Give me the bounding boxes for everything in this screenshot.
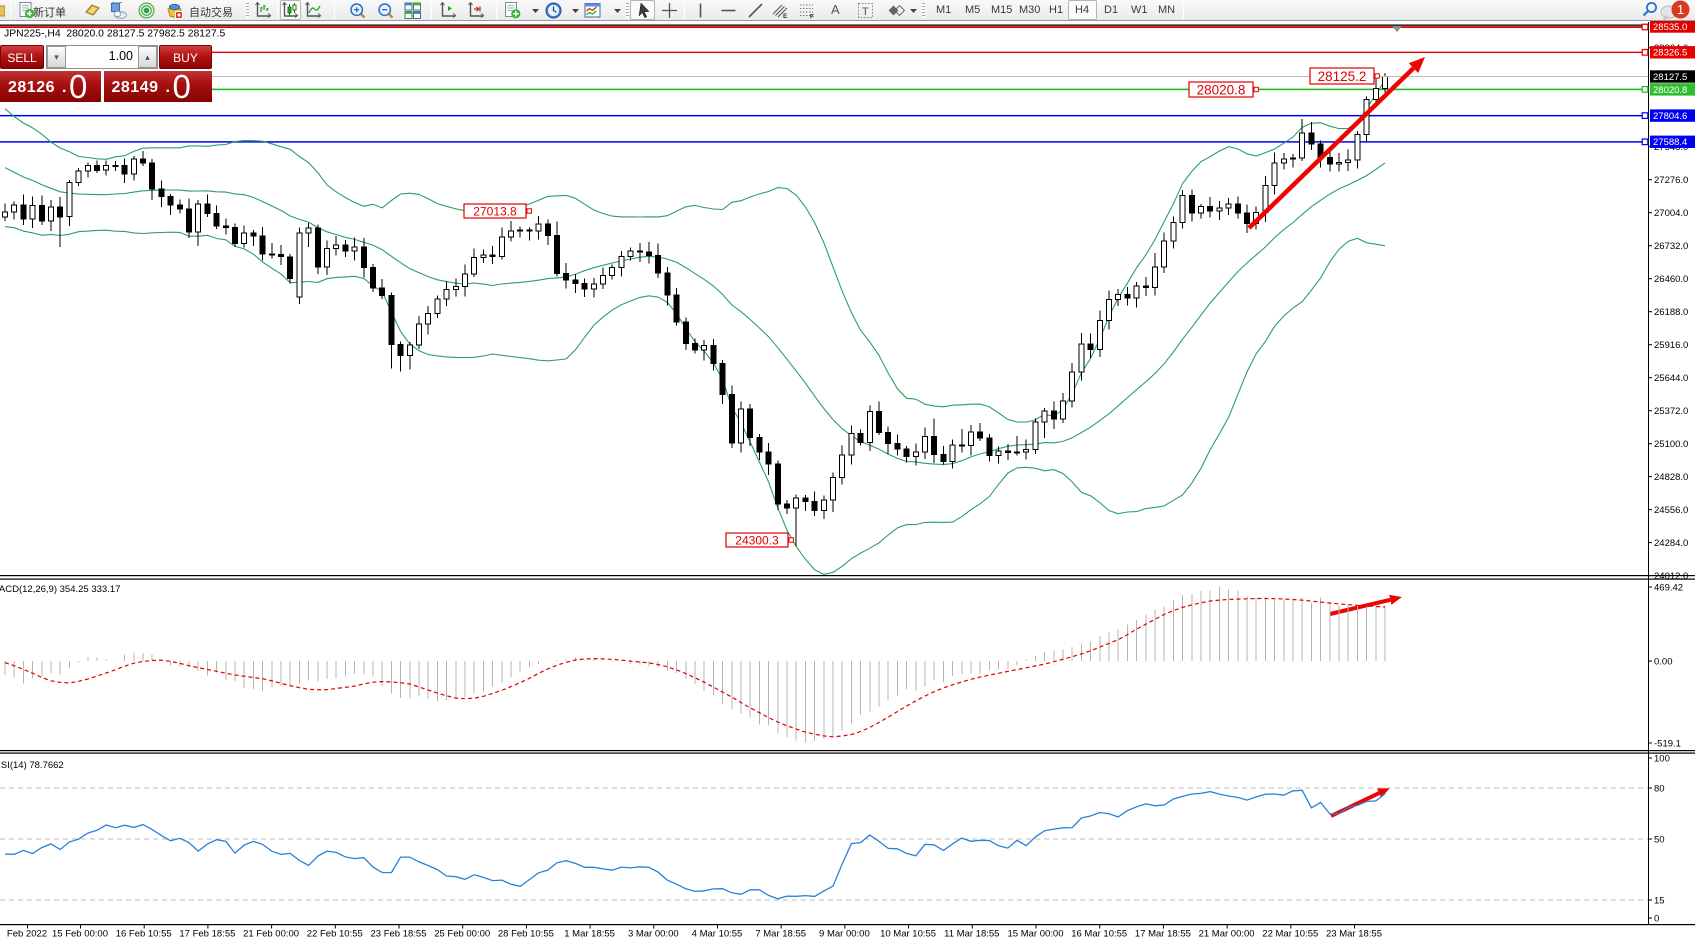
svg-text:23 Mar 18:55: 23 Mar 18:55 [1326,929,1382,940]
svg-text:26732.0: 26732.0 [1654,241,1688,252]
svg-text:23 Feb 18:55: 23 Feb 18:55 [371,929,427,940]
svg-text:25372.0: 25372.0 [1654,406,1688,417]
svg-text:28020.8: 28020.8 [1197,82,1246,97]
svg-text:Feb 2022: Feb 2022 [7,929,47,940]
svg-text:25100.0: 25100.0 [1654,439,1688,450]
svg-text:16 Mar 10:55: 16 Mar 10:55 [1071,929,1127,940]
svg-text:25916.0: 25916.0 [1654,340,1688,351]
svg-text:28125.2: 28125.2 [1318,69,1367,84]
svg-text:-519.1: -519.1 [1654,738,1681,749]
svg-text:27013.8: 27013.8 [473,204,517,218]
svg-text:24828.0: 24828.0 [1654,472,1688,483]
svg-text:15 Mar 00:00: 15 Mar 00:00 [1008,929,1064,940]
svg-text:469.42: 469.42 [1654,582,1683,593]
svg-text:24556.0: 24556.0 [1654,505,1688,516]
svg-text:17 Feb 18:55: 17 Feb 18:55 [179,929,235,940]
svg-text:F: F [810,14,814,20]
svg-text:21 Mar 00:00: 21 Mar 00:00 [1199,929,1255,940]
svg-text:28535.0: 28535.0 [1653,22,1687,33]
svg-text:27276.0: 27276.0 [1654,175,1688,186]
svg-text:10 Mar 10:55: 10 Mar 10:55 [880,929,936,940]
svg-text:RSI(14) 78.7662: RSI(14) 78.7662 [0,760,64,771]
svg-text:1 Mar 18:55: 1 Mar 18:55 [564,929,615,940]
svg-text:4 Mar 10:55: 4 Mar 10:55 [692,929,743,940]
svg-text:26460.0: 26460.0 [1654,274,1688,285]
svg-text:25644.0: 25644.0 [1654,373,1688,384]
svg-text:T: T [862,6,869,18]
svg-text:15 Feb 00:00: 15 Feb 00:00 [52,929,108,940]
svg-text:0.00: 0.00 [1654,656,1673,667]
svg-text:11 Mar 18:55: 11 Mar 18:55 [944,929,999,940]
svg-text:28020.8: 28020.8 [1653,85,1687,96]
svg-text:27588.4: 27588.4 [1653,137,1687,148]
svg-text:27804.6: 27804.6 [1653,111,1687,122]
svg-text:MACD(12,26,9) 354.25 333.17: MACD(12,26,9) 354.25 333.17 [0,584,120,595]
svg-text:80: 80 [1654,783,1665,794]
svg-text:50: 50 [1654,834,1665,845]
svg-text:E: E [783,13,788,19]
svg-text:24300.3: 24300.3 [735,533,779,547]
svg-text:28127.5: 28127.5 [1653,72,1687,83]
svg-text:28 Feb 10:55: 28 Feb 10:55 [498,929,554,940]
svg-text:27004.0: 27004.0 [1654,208,1688,219]
svg-text:JPN225-,H4 28020.0 28127.5 27: JPN225-,H4 28020.0 28127.5 27982.5 28127… [4,29,225,40]
svg-text:16 Feb 10:55: 16 Feb 10:55 [116,929,172,940]
svg-text:0: 0 [1654,913,1659,924]
svg-text:15: 15 [1654,895,1665,906]
svg-text:28326.5: 28326.5 [1653,48,1687,59]
svg-text:100: 100 [1654,753,1670,764]
svg-text:21 Feb 00:00: 21 Feb 00:00 [243,929,299,940]
svg-text:7 Mar 18:55: 7 Mar 18:55 [755,929,806,940]
svg-text:24284.0: 24284.0 [1654,538,1688,549]
svg-text:22 Mar 10:55: 22 Mar 10:55 [1262,929,1318,940]
svg-text:1: 1 [1677,2,1684,17]
svg-text:9 Mar 00:00: 9 Mar 00:00 [819,929,870,940]
svg-text:26188.0: 26188.0 [1654,307,1688,318]
svg-text:3 Mar 00:00: 3 Mar 00:00 [628,929,679,940]
svg-text:25 Feb 00:00: 25 Feb 00:00 [434,929,490,940]
svg-text:17 Mar 18:55: 17 Mar 18:55 [1135,929,1191,940]
svg-text:22 Feb 10:55: 22 Feb 10:55 [307,929,363,940]
svg-text:24012.0: 24012.0 [1654,571,1688,582]
